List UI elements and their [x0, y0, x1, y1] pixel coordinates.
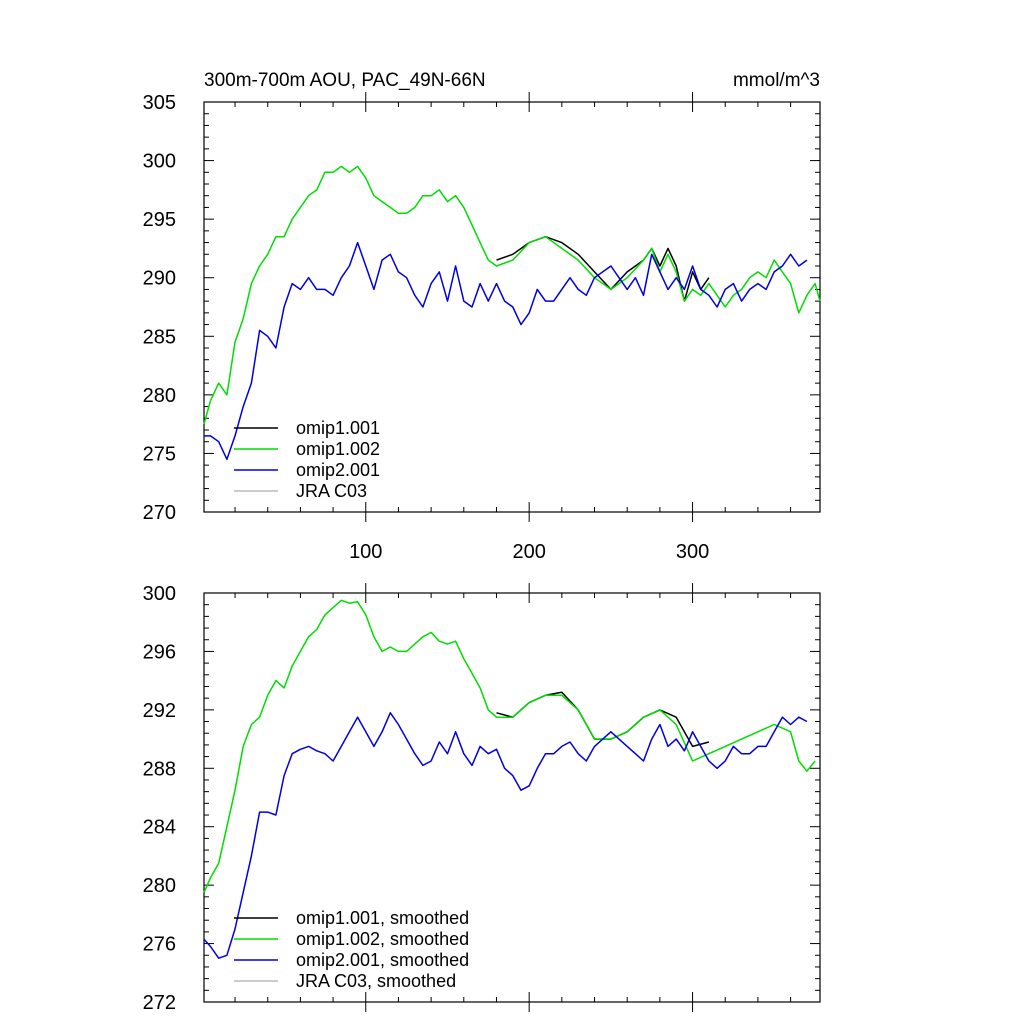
legend-label: omip1.002	[296, 439, 380, 459]
y-tick-label: 305	[143, 92, 176, 114]
smoothed-aou-panel: 272 276 280 284 288 292 296 300 omip1.001, smoot…	[143, 583, 821, 1014]
series-line-omip2-001	[204, 241, 808, 461]
y-tick-label: 270	[143, 502, 176, 524]
y-tick-label: 280	[143, 385, 176, 407]
units-label: mmol/m^3	[733, 70, 820, 91]
legend-label: omip2.001, smoothed	[296, 950, 469, 970]
y-tick-label: 285	[143, 326, 176, 348]
y-tick-label: 284	[143, 817, 176, 839]
x-tick-label: 100	[349, 541, 382, 563]
series-line-omip1-001	[496, 235, 710, 302]
legend-label: JRA C03, smoothed	[296, 971, 456, 991]
raw-aou-panel: 270 275 280 285 290 295 300 305 100 200 300 omip1.0…	[143, 92, 821, 563]
y-tick-label: 290	[143, 268, 176, 290]
y-tick-label: 288	[143, 758, 176, 780]
y-tick-label: 272	[143, 992, 176, 1014]
y-tick-label: 295	[143, 209, 176, 231]
legend-label: omip1.002, smoothed	[296, 929, 469, 949]
plot-frame	[203, 592, 821, 1003]
legend-label: omip2.001	[296, 460, 380, 480]
legend-label: omip1.001, smoothed	[296, 908, 469, 928]
series-line-omip1-002-smoothed	[203, 599, 816, 893]
series-line-omip2-001-smoothed	[203, 712, 808, 959]
y-tick-label: 300	[143, 151, 176, 173]
y-tick-label: 292	[143, 700, 176, 722]
chart-title: 300m-700m AOU, PAC_49N-66N	[204, 70, 486, 91]
y-tick-label: 276	[143, 934, 176, 956]
y-tick-label: 280	[143, 875, 176, 897]
y-tick-label: 296	[143, 641, 176, 663]
y-tick-label: 275	[143, 443, 176, 465]
series-line-omip1-002	[203, 165, 821, 425]
x-tick-label: 200	[512, 541, 545, 563]
legend-label: omip1.001	[296, 418, 380, 438]
y-tick-label: 300	[143, 583, 176, 605]
legend-label: JRA C03	[296, 481, 367, 501]
plot-frame	[203, 101, 821, 513]
x-tick-label: 300	[676, 541, 709, 563]
